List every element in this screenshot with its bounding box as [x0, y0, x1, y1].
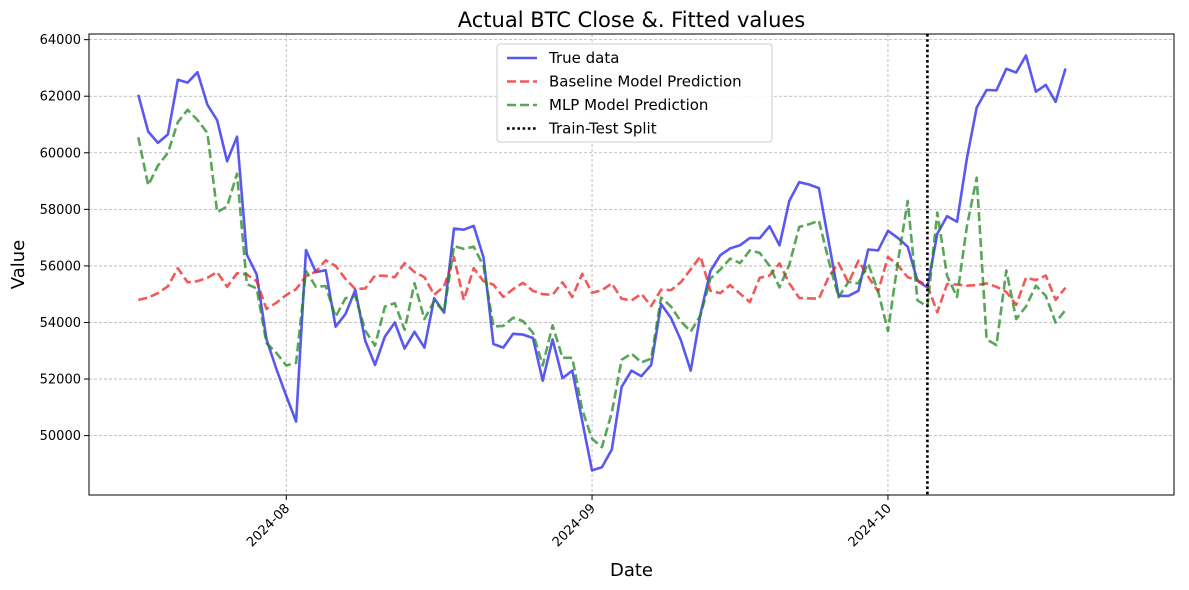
y-tick-label: 54000 — [40, 316, 81, 331]
x-tick-label: 2024-09 — [550, 501, 599, 550]
y-tick-label: 52000 — [40, 373, 81, 388]
legend-label: Train-Test Split — [548, 120, 657, 138]
series-line-2 — [138, 254, 1067, 314]
y-tick-label: 60000 — [40, 146, 81, 161]
legend-box — [496, 43, 773, 143]
y-tick-label: 50000 — [40, 429, 81, 444]
legend-label: True data — [548, 49, 619, 67]
legend-label: MLP Model Prediction — [549, 96, 708, 114]
chart-title: Actual BTC Close &. Fitted values — [458, 8, 806, 32]
series-line-3 — [137, 108, 1067, 449]
y-tick-label: 62000 — [40, 90, 81, 105]
series-layer — [137, 54, 1067, 472]
x-tick-label: 2024-08 — [244, 501, 293, 550]
series-line-1 — [137, 54, 1067, 472]
legend-label: Baseline Model Prediction — [549, 73, 742, 91]
y-tick-label: 58000 — [40, 203, 81, 218]
y-tick-label: 64000 — [40, 33, 81, 48]
x-tick-label: 2024-10 — [846, 501, 895, 550]
legend: True data Baseline Model Prediction MLP Mo… — [496, 43, 773, 143]
y-tick-label: 56000 — [40, 259, 81, 274]
plot-frame — [88, 33, 1175, 496]
x-axis-title: Date — [610, 560, 653, 581]
y-axis-title: Value — [8, 240, 29, 289]
